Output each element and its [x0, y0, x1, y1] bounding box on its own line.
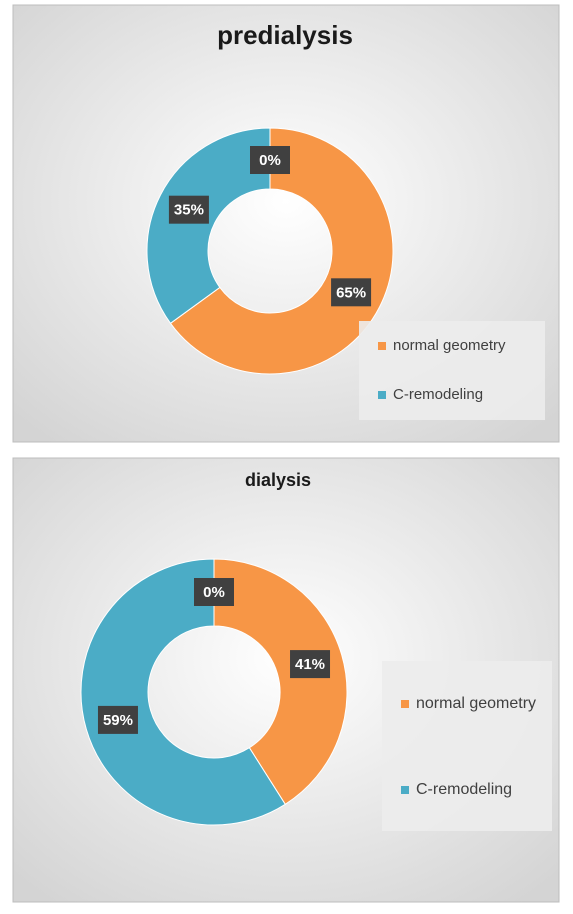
- donut-slice: [213, 558, 348, 805]
- legend-box: [359, 321, 545, 420]
- data-label: 35%: [174, 202, 204, 219]
- chart-title: dialysis: [245, 470, 311, 490]
- label-box: [194, 578, 234, 606]
- legend-box: [382, 661, 552, 831]
- legend-label: C-remodeling: [393, 386, 483, 403]
- label-box: [290, 650, 331, 679]
- data-label: 41%: [295, 656, 325, 673]
- donut-slice: [169, 127, 394, 375]
- legend-label: C-remodeling: [416, 781, 512, 798]
- donut-slice: [146, 127, 271, 324]
- data-label: 59%: [103, 712, 133, 729]
- legend-label: normal geometry: [416, 695, 536, 712]
- label-box: [97, 705, 138, 734]
- data-label: 0%: [259, 152, 281, 169]
- label-box: [331, 278, 372, 307]
- legend-swatch: [401, 786, 409, 794]
- legend-swatch: [378, 391, 386, 399]
- data-label: 0%: [203, 584, 225, 601]
- label-box: [250, 146, 290, 174]
- chart-title: predialysis: [217, 20, 353, 50]
- donut-slice: [80, 558, 286, 826]
- legend-swatch: [378, 342, 386, 350]
- label-box: [168, 195, 209, 224]
- legend-swatch: [401, 700, 409, 708]
- legend-label: normal geometry: [393, 337, 506, 354]
- data-label: 65%: [336, 284, 366, 301]
